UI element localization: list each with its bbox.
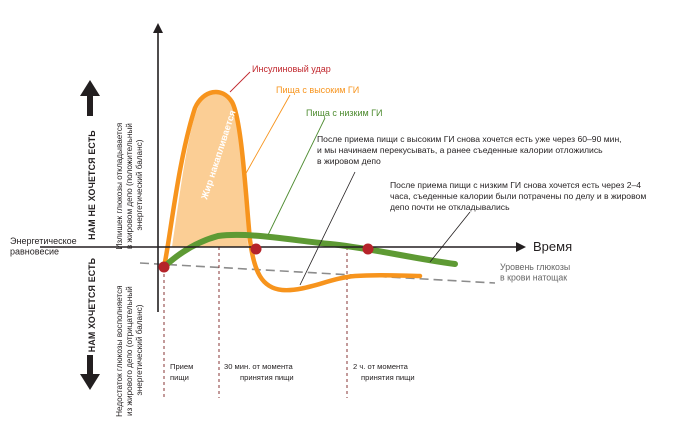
marker-2h [362,243,374,255]
time-mark-caption-30min: 30 мин. от момента принятия пищи [224,362,295,382]
pointer-high-gi [244,94,291,176]
insulin-spike-label: Инсулиновый удар [252,64,331,74]
low-gi-label: Пища с низким ГИ [306,108,383,118]
hungry-label: НАМ ХОЧЕТСЯ ЕСТЬ [87,257,97,352]
time-mark-caption-2h: 2 ч. от момента принятия пищи [353,362,415,382]
pointer-high-gi-note [299,171,356,286]
fat-accumulation-area [172,91,248,247]
up-arrow-icon [80,80,100,116]
high-gi-label: Пища с высоким ГИ [276,85,359,95]
fasting-glucose-label: Уровень глюкозы в крови натощак [500,262,573,283]
high-gi-curve [161,89,423,293]
energy-balance-label: Энергетическое равновесие [10,236,79,257]
marker-meal [158,261,170,273]
time-mark-caption-meal: Прием пищи [170,362,196,382]
pointer-low-gi [267,117,326,236]
pointer-low-gi-note [429,211,471,263]
pointer-insulin [229,71,251,93]
time-axis-label: Время [533,239,572,254]
low-gi-note: После приема пищи с низким ГИ снова хоче… [390,180,649,212]
low-gi-curve [161,231,458,270]
excess-glucose-label: Излишек глюкозы откладывается в жировом … [115,121,144,250]
fasting-glucose-line [139,262,496,284]
glucose-deficit-label: Недостаток глюкозы восполняется из жиров… [115,283,144,417]
down-arrow-icon [80,355,100,390]
marker-30min [250,243,262,255]
not-hungry-label: НАМ НЕ ХОЧЕТСЯ ЕСТЬ [87,130,97,240]
high-gi-note: После приема пищи с высоким ГИ снова хоч… [317,134,624,166]
